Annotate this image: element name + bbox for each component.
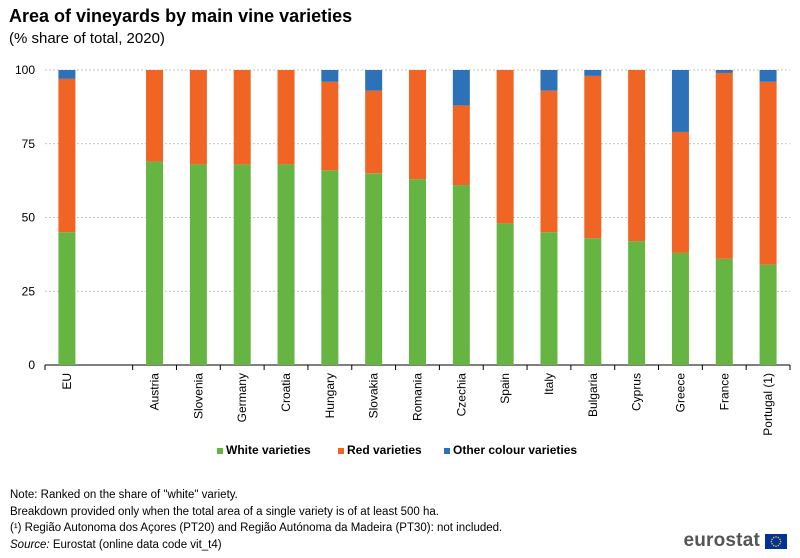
y-tick-label: 50 [22,211,36,225]
flag-star [779,537,781,540]
flag-star [772,544,775,546]
source-line: Source: Eurostat (online data code vit_t… [10,537,502,554]
eurostat-logo: eurostat [683,530,787,552]
legend-swatch [338,448,344,454]
bar-segment-white-varieties [759,264,777,365]
legend-label: Other colour varieties [453,443,577,457]
bar-segment-red-varieties [540,90,558,233]
eurostat-wordmark: eurostat [683,530,760,551]
bar-segment-other-colour-varieties [715,70,733,73]
legend-label: Red varieties [347,443,422,457]
bar-segment-red-varieties [365,90,383,174]
bar-segment-red-varieties [759,81,777,265]
flag-star [771,542,773,545]
y-tick-label: 100 [15,63,35,77]
x-tick-label: Italy [542,373,556,395]
flag-star [775,535,777,538]
x-tick-label: Romania [411,373,425,421]
bar-segment-white-varieties [496,223,514,365]
legend-swatch [217,448,223,454]
y-tick-label: 25 [22,284,36,298]
bar-segment-white-varieties [715,258,733,365]
flag-star [777,544,780,546]
x-tick-label: Croatia [279,373,293,412]
bar-segment-white-varieties [584,238,602,365]
x-tick-label: Germany [235,373,249,422]
eu-flag-icon [765,533,787,549]
x-tick-label: Austria [148,373,162,411]
source-text: Eurostat (online data code vit_t4) [49,538,222,551]
bar-segment-red-varieties [233,70,251,165]
bar-segment-red-varieties [628,70,646,242]
bar-segment-red-varieties [146,70,164,162]
bar-segment-white-varieties [628,241,646,365]
flag-star [779,540,782,542]
bar-segment-white-varieties [146,161,164,365]
bar-segment-other-colour-varieties [759,70,777,82]
note-portugal: (¹) Região Autonoma dos Açores (PT20) an… [10,522,503,534]
bar-segment-white-varieties [409,179,426,365]
footnotes: Note: Ranked on the share of "white" var… [10,487,502,553]
legend-label: White varieties [226,443,311,457]
bar-segment-red-varieties [321,81,339,171]
x-tick-label: Czechia [454,373,468,417]
chart-subtitle: (% share of total, 2020) [9,30,165,47]
stacked-bar-chart: 0 25 50 75 100 EU Austria Slovenia Germany Croati… [15,63,791,457]
bar-segment-white-varieties [233,164,251,365]
bar-segment-other-colour-varieties [584,70,602,76]
bar-segment-other-colour-varieties [58,70,76,79]
bar-segment-other-colour-varieties [671,70,689,132]
bar-segment-other-colour-varieties [452,70,470,106]
legend-swatch [444,448,450,454]
flag-star [770,540,773,542]
x-tick-label: Portugal (1) [761,373,775,436]
bar-segment-red-varieties [584,75,602,239]
flag-star [771,537,773,540]
bar-segment-red-varieties [452,105,470,186]
bar-segment-other-colour-varieties [540,70,558,91]
flag-star [772,536,775,538]
y-tick-label: 0 [28,358,35,372]
bar-segment-red-varieties [277,70,295,165]
bar-segment-red-varieties [58,78,76,233]
flag-star [775,544,777,547]
source-label: Source: [10,538,50,551]
x-tick-label: EU [60,373,74,390]
bar-segment-white-varieties [671,252,689,365]
bar-segment-other-colour-varieties [321,70,339,82]
bar-segment-red-varieties [496,70,514,224]
bar-segment-white-varieties [189,164,207,365]
x-tick-label: Greece [673,373,687,413]
bar-segment-red-varieties [189,70,207,165]
bar-segment-white-varieties [277,164,295,365]
bar-segment-white-varieties [452,185,470,365]
x-tick-label: France [717,373,731,411]
bar-segment-red-varieties [715,72,733,259]
y-tick-label: 75 [22,137,36,151]
note-ranking: Note: Ranked on the share of "white" var… [10,489,238,501]
x-tick-label: Bulgaria [586,373,600,417]
bar-segment-red-varieties [409,70,426,180]
x-tick-label: Slovenia [191,373,205,419]
bar-segment-other-colour-varieties [365,70,383,91]
x-tick-label: Hungary [323,373,337,418]
x-tick-label: Spain [498,373,512,404]
bar-segment-white-varieties [321,170,339,365]
flag-star [777,536,780,538]
note-breakdown: Breakdown provided only when the total a… [10,505,439,518]
x-tick-label: Slovakia [367,373,381,419]
bar-segment-red-varieties [671,131,689,253]
chart-title: Area of vineyards by main vine varieties [9,6,353,26]
bar-segment-white-varieties [365,173,383,365]
x-tick-label: Cyprus [630,373,644,411]
flag-star [779,542,781,545]
bar-segment-white-varieties [58,232,76,365]
bar-segment-white-varieties [540,232,558,365]
